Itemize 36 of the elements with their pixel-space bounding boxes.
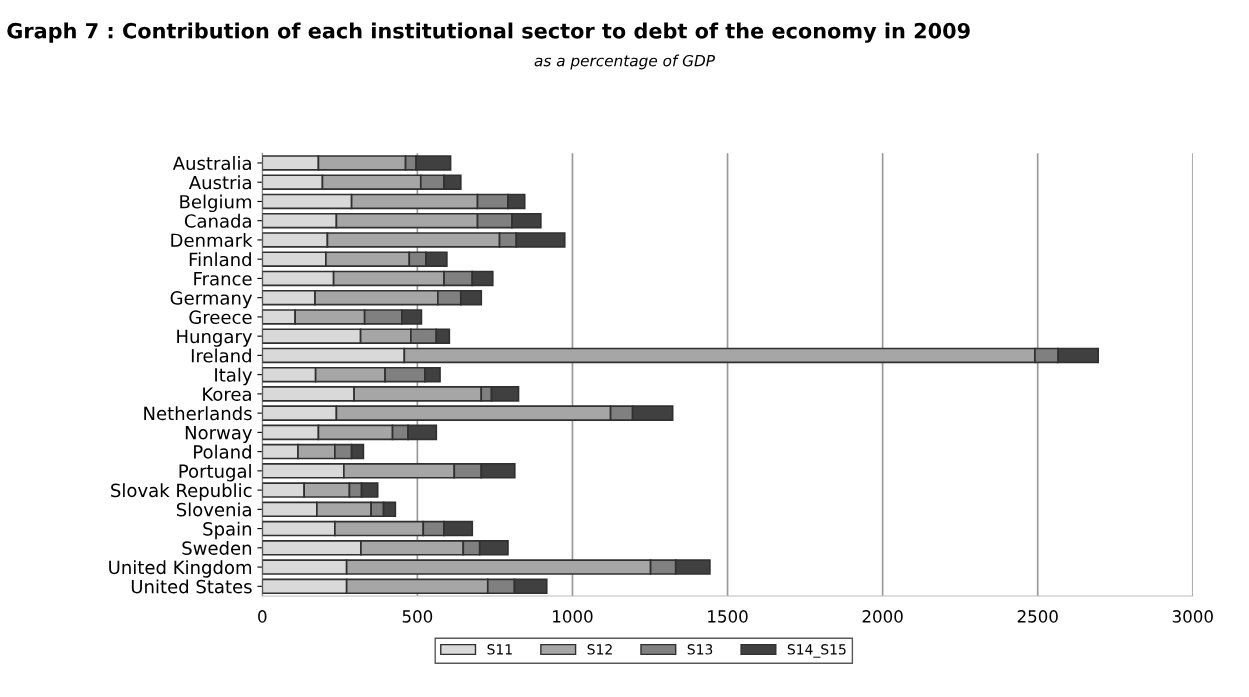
y-tick-label: Belgium (180, 194, 252, 213)
y-tick-label: Germany (170, 291, 253, 309)
y-tick-label: Norway (185, 426, 253, 443)
y-tick-label: France (194, 272, 252, 286)
legend-label: S14_S15 (787, 644, 846, 658)
y-tick-label: United States (131, 579, 252, 594)
legend-label: S13 (687, 644, 713, 655)
y-tick-label: Australia (172, 156, 251, 171)
y-tick-label: Slovak Republic (111, 483, 252, 501)
y-tick-label: Netherlands (144, 406, 252, 421)
y-tick-label: Korea (203, 387, 251, 401)
y-tick-label: Portugal (179, 463, 251, 482)
y-tick-label: Canada (184, 213, 251, 228)
legend-label: S12 (587, 644, 612, 655)
x-tick-label: 2500 (1017, 610, 1058, 623)
chart-subtitle: as a percentage of GDP (534, 54, 715, 70)
x-tick-label: 1000 (553, 610, 593, 623)
y-tick-label: Finland (189, 252, 251, 267)
y-tick-label: Poland (194, 444, 251, 459)
y-tick-label: Sweden (182, 540, 252, 555)
x-tick-label: 500 (402, 610, 433, 623)
x-tick-label: 3000 (1172, 610, 1213, 623)
x-tick-label: 1500 (708, 610, 748, 623)
chart-title: Graph 7 : Contribution of each institutional sector to debt of the economy in 2009 (7, 22, 970, 43)
y-tick-label: Italy (215, 367, 253, 386)
y-tick-label: Hungary (177, 329, 253, 347)
legend-label: S11 (487, 644, 512, 655)
y-tick-label: Greece (189, 310, 252, 325)
y-tick-label: Spain (203, 521, 252, 540)
y-tick-label: Denmark (171, 233, 253, 248)
y-tick-label: Slovenia (176, 502, 251, 517)
y-tick-label: Ireland (191, 348, 251, 363)
x-tick-label: 0 (258, 610, 267, 623)
x-tick-label: 2000 (862, 610, 903, 623)
y-tick-label: Austria (188, 175, 251, 190)
y-tick-label: United Kingdom (109, 560, 252, 578)
